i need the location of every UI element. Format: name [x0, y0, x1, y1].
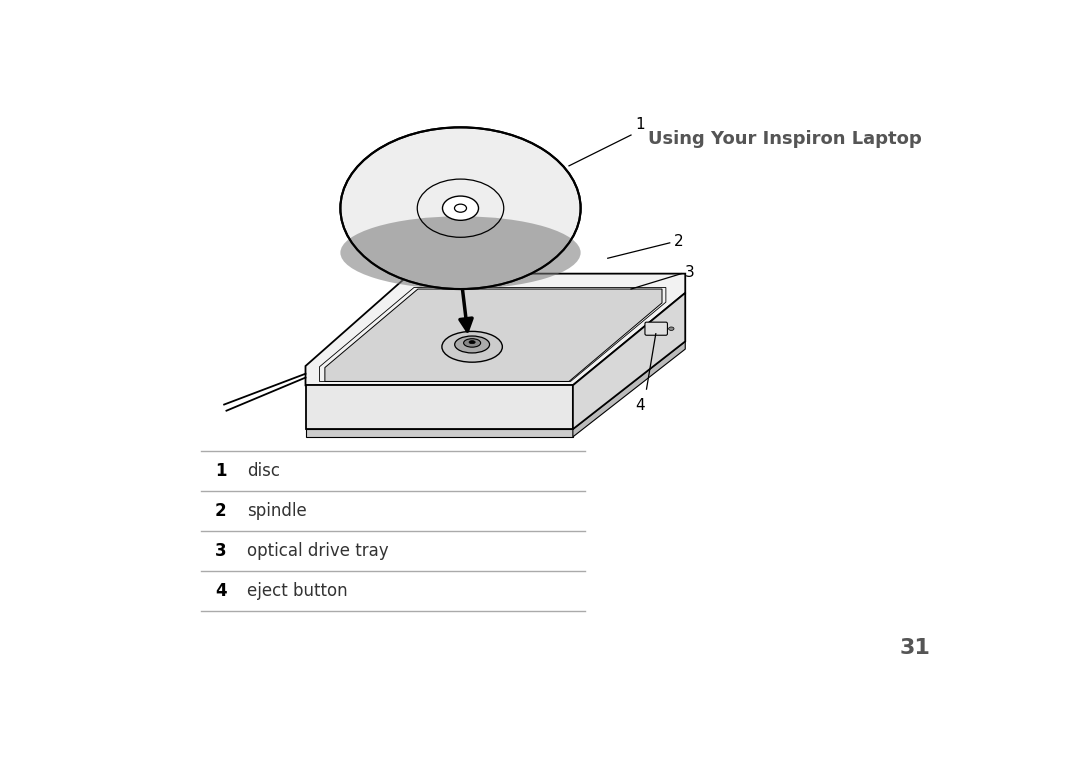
Text: 4: 4 [635, 398, 645, 414]
Ellipse shape [469, 341, 475, 344]
Text: 2: 2 [674, 234, 684, 249]
Text: optical drive tray: optical drive tray [247, 542, 389, 560]
Polygon shape [306, 385, 572, 429]
Text: 3: 3 [215, 542, 227, 560]
Polygon shape [572, 342, 685, 437]
FancyBboxPatch shape [645, 322, 667, 336]
Text: 1: 1 [635, 117, 645, 132]
Text: 1: 1 [215, 462, 227, 480]
Text: disc: disc [247, 462, 281, 480]
Text: 31: 31 [900, 638, 930, 658]
Polygon shape [572, 293, 685, 429]
Text: Using Your Inspiron Laptop: Using Your Inspiron Laptop [648, 130, 922, 149]
Ellipse shape [463, 339, 481, 347]
Ellipse shape [443, 196, 478, 221]
Polygon shape [306, 273, 685, 385]
Polygon shape [325, 289, 662, 381]
Text: 3: 3 [685, 264, 696, 280]
Text: spindle: spindle [247, 502, 307, 520]
Polygon shape [306, 429, 572, 437]
Ellipse shape [669, 327, 674, 330]
Ellipse shape [455, 336, 489, 353]
Ellipse shape [340, 127, 581, 289]
Text: 4: 4 [215, 582, 227, 600]
Ellipse shape [340, 216, 581, 289]
Text: 2: 2 [215, 502, 227, 520]
Text: eject button: eject button [247, 582, 348, 600]
Ellipse shape [442, 332, 502, 362]
Ellipse shape [455, 205, 467, 212]
